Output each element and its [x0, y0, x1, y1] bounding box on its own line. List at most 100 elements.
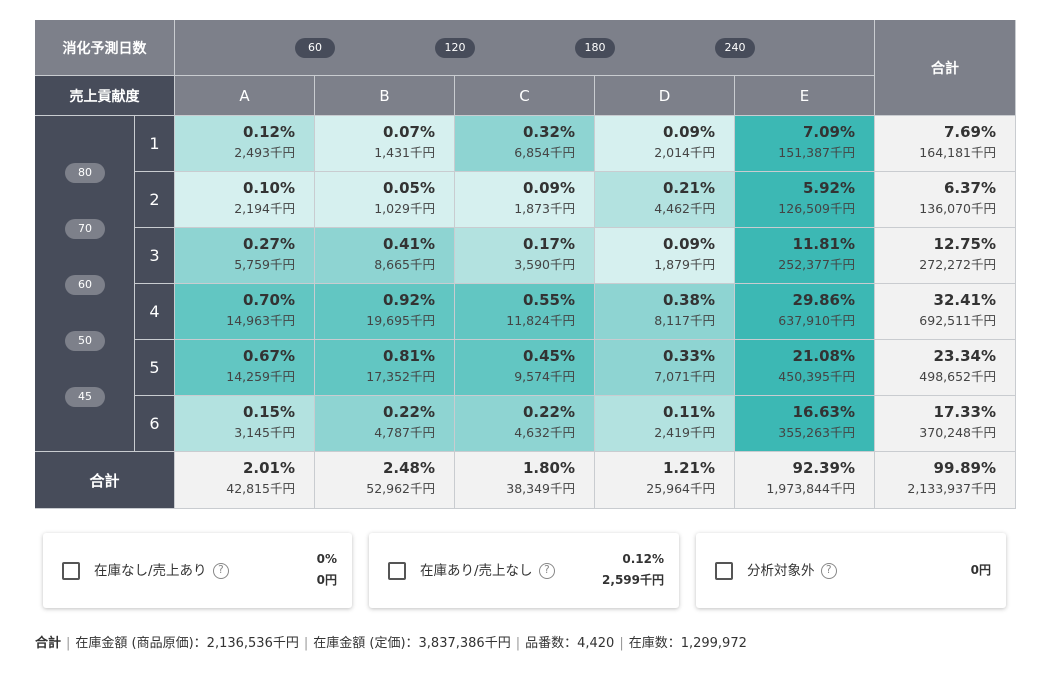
row-total-5: 23.34% 498,652千円	[875, 340, 1016, 396]
cell-pct: 16.63%	[792, 403, 855, 421]
summary-title: 合計	[35, 636, 62, 651]
cell-amount: 2,194千円	[234, 201, 295, 216]
cell-amount: 1,873千円	[514, 201, 575, 216]
cell-amount: 2,493千円	[234, 145, 295, 160]
cell-2-e: 5.92% 126,509千円	[735, 172, 875, 228]
cell-amount: 2,014千円	[654, 145, 715, 160]
cell-5-d: 0.33% 7,071千円	[595, 340, 735, 396]
filter-label-text: 分析対象外	[747, 563, 815, 579]
cell-pct: 0.15%	[242, 403, 295, 421]
cell-6-a: 0.15% 3,145千円	[175, 396, 315, 452]
cell-5-e: 21.08% 450,395千円	[735, 340, 875, 396]
cell-amount: 2,133,937千円	[907, 481, 996, 496]
cell-amount: 3,590千円	[514, 257, 575, 272]
help-icon[interactable]: ?	[212, 563, 229, 579]
cell-pct: 0.07%	[382, 123, 435, 141]
cell-pct: 0.55%	[522, 291, 575, 309]
cell-3-c: 0.17% 3,590千円	[455, 228, 595, 284]
filter-values: 0.12% 2,599千円	[602, 549, 664, 591]
cell-pct: 0.22%	[382, 403, 435, 421]
contribution-threshold-70: 70	[65, 219, 105, 239]
day-threshold-120: 120	[435, 38, 475, 58]
summary-list-value: 在庫金額 (定価)：3,837,386千円	[313, 636, 511, 651]
summary-sku-count: 品番数：4,420	[525, 636, 615, 651]
column-total-b: 2.48% 52,962千円	[315, 452, 455, 509]
excluded-checkbox[interactable]	[715, 562, 733, 580]
cell-pct: 0.22%	[522, 403, 575, 421]
help-icon[interactable]: ?	[820, 563, 837, 579]
cell-amount: 9,574千円	[514, 369, 575, 384]
cell-3-a: 0.27% 5,759千円	[175, 228, 315, 284]
stock-no-sales-checkbox[interactable]	[388, 562, 406, 580]
cell-pct: 0.12%	[242, 123, 295, 141]
cell-1-a: 0.12% 2,493千円	[175, 116, 315, 172]
filter-card-stock-no-sales: 在庫あり/売上なし ? 0.12% 2,599千円	[369, 533, 679, 608]
column-header-b: B	[315, 76, 455, 116]
cell-amount: 17,352千円	[366, 369, 435, 384]
inventory-summary: 合計 | 在庫金額 (商品原価)：2,136,536千円 | 在庫金額 (定価)：3,8…	[35, 636, 747, 652]
column-total-a: 2.01% 42,815千円	[175, 452, 315, 509]
grand-total: 99.89% 2,133,937千円	[875, 452, 1016, 509]
filter-values: 0円	[971, 560, 991, 581]
cell-amount: 8,117千円	[654, 313, 715, 328]
cell-pct: 2.01%	[242, 459, 295, 477]
cell-amount: 25,964千円	[646, 481, 715, 496]
cell-3-d: 0.09% 1,879千円	[595, 228, 735, 284]
cell-3-b: 0.41% 8,665千円	[315, 228, 455, 284]
day-threshold-60: 60	[295, 38, 335, 58]
days-axis-label: 消化予測日数	[35, 20, 175, 76]
cell-4-b: 0.92% 19,695千円	[315, 284, 455, 340]
cell-4-a: 0.70% 14,963千円	[175, 284, 315, 340]
row-label-4: 4	[135, 284, 175, 340]
cell-amount: 6,854千円	[514, 145, 575, 160]
cell-1-d: 0.09% 2,014千円	[595, 116, 735, 172]
cell-amount: 2,419千円	[654, 425, 715, 440]
cell-amount: 11,824千円	[506, 313, 575, 328]
cell-pct: 0.05%	[382, 179, 435, 197]
filter-pct: 0%	[316, 552, 337, 566]
cell-amount: 252,377千円	[778, 257, 855, 272]
contribution-threshold-45: 45	[65, 387, 105, 407]
filter-label-text: 在庫あり/売上なし	[420, 563, 533, 579]
cell-amount: 126,509千円	[778, 201, 855, 216]
cell-pct: 0.09%	[522, 179, 575, 197]
cell-pct: 29.86%	[792, 291, 855, 309]
cell-pct: 11.81%	[792, 235, 855, 253]
cell-pct: 23.34%	[933, 347, 996, 365]
no-stock-with-sales-checkbox[interactable]	[62, 562, 80, 580]
day-threshold-180: 180	[575, 38, 615, 58]
cell-4-d: 0.38% 8,117千円	[595, 284, 735, 340]
cell-pct: 0.32%	[522, 123, 575, 141]
column-total-e: 92.39% 1,973,844千円	[735, 452, 875, 509]
cell-pct: 1.21%	[662, 459, 715, 477]
filter-amount: 2,599千円	[602, 573, 664, 587]
cell-amount: 4,462千円	[654, 201, 715, 216]
cell-6-b: 0.22% 4,787千円	[315, 396, 455, 452]
column-header-d: D	[595, 76, 735, 116]
cell-pct: 0.17%	[522, 235, 575, 253]
cell-amount: 1,973,844千円	[766, 481, 855, 496]
filter-amount: 0円	[316, 573, 337, 587]
cell-6-e: 16.63% 355,263千円	[735, 396, 875, 452]
row-total-6: 17.33% 370,248千円	[875, 396, 1016, 452]
column-total-d: 1.21% 25,964千円	[595, 452, 735, 509]
cell-amount: 370,248千円	[919, 425, 996, 440]
cell-amount: 7,071千円	[654, 369, 715, 384]
cell-5-b: 0.81% 17,352千円	[315, 340, 455, 396]
help-icon[interactable]: ?	[538, 563, 555, 579]
cell-2-c: 0.09% 1,873千円	[455, 172, 595, 228]
filter-amount: 0円	[970, 563, 991, 577]
row-total-2: 6.37% 136,070千円	[875, 172, 1016, 228]
cell-5-c: 0.45% 9,574千円	[455, 340, 595, 396]
summary-cost-value: 在庫金額 (商品原価)：2,136,536千円	[75, 636, 299, 651]
cell-pct: 0.67%	[242, 347, 295, 365]
cell-pct: 0.92%	[382, 291, 435, 309]
cell-amount: 14,259千円	[226, 369, 295, 384]
cell-pct: 0.21%	[662, 179, 715, 197]
cell-2-b: 0.05% 1,029千円	[315, 172, 455, 228]
column-header-e: E	[735, 76, 875, 116]
cell-pct: 21.08%	[792, 347, 855, 365]
filter-values: 0% 0円	[317, 549, 337, 591]
cell-pct: 5.92%	[802, 179, 855, 197]
cell-4-c: 0.55% 11,824千円	[455, 284, 595, 340]
